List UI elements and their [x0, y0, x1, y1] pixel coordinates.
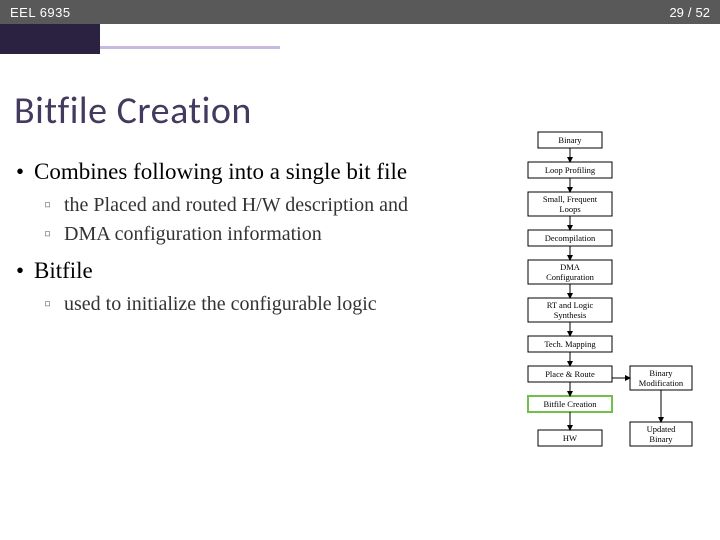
bullet-dma-config: DMA configuration information	[14, 222, 434, 247]
node-updated-binary-a: Updated	[647, 424, 677, 434]
node-dma-b: Configuration	[546, 272, 594, 282]
content-area: Combines following into a single bit fil…	[14, 158, 434, 321]
node-hw: HW	[563, 433, 577, 443]
node-rt-logic-a: RT and Logic	[547, 300, 594, 310]
node-tech-mapping: Tech. Mapping	[544, 339, 596, 349]
page-total: 52	[696, 5, 710, 20]
page-current: 29	[669, 5, 683, 20]
node-decompilation: Decompilation	[545, 233, 596, 243]
page-counter: 29 / 52	[669, 5, 710, 20]
bullet-initialize: used to initialize the configurable logi…	[14, 292, 434, 317]
slide-title: Bitfile Creation	[14, 88, 252, 134]
bullet-combines: Combines following into a single bit fil…	[14, 158, 434, 187]
node-binary: Binary	[558, 135, 582, 145]
accent-block	[0, 24, 100, 54]
node-place-route: Place & Route	[545, 369, 595, 379]
header-bar: EEL 6935 29 / 52	[0, 0, 720, 24]
accent-line	[100, 46, 280, 49]
node-small-frequent-a: Small, Frequent	[543, 194, 598, 204]
node-updated-binary-b: Binary	[649, 434, 673, 444]
node-small-frequent-b: Loops	[559, 204, 580, 214]
node-binary-mod-a: Binary	[649, 368, 673, 378]
course-code: EEL 6935	[10, 5, 71, 20]
node-rt-logic-b: Synthesis	[554, 310, 587, 320]
page-sep: /	[688, 5, 692, 20]
bullet-bitfile: Bitfile	[14, 257, 434, 286]
node-loop-profiling: Loop Profiling	[545, 165, 596, 175]
node-bitfile-creation: Bitfile Creation	[543, 399, 597, 409]
node-binary-mod-b: Modification	[639, 378, 684, 388]
node-dma-a: DMA	[560, 262, 581, 272]
bullet-placed-routed: the Placed and routed H/W description an…	[14, 193, 434, 218]
flow-diagram: Binary Loop Profiling Small, Frequent Lo…	[498, 130, 698, 500]
